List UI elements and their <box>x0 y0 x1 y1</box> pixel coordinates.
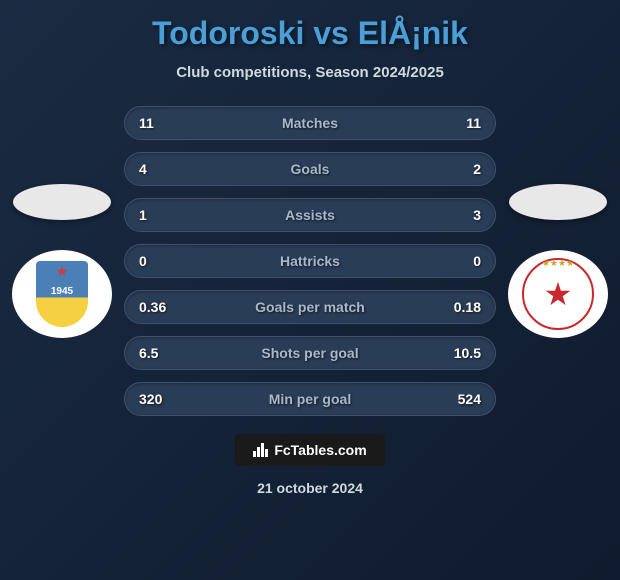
spartak-star-icon: ★ <box>56 263 69 280</box>
stat-right-value: 0.18 <box>441 299 481 315</box>
footer-area: FcTables.com 21 october 2024 <box>0 434 620 496</box>
stat-row-goals: 4 Goals 2 <box>124 152 496 186</box>
bar-chart-icon <box>253 443 268 457</box>
stat-label: Goals per match <box>255 299 365 315</box>
stat-right-value: 3 <box>441 207 481 223</box>
season-subtitle: Club competitions, Season 2024/2025 <box>0 64 620 81</box>
left-player-column: ★ 1945 <box>12 184 112 338</box>
date-text: 21 october 2024 <box>257 480 363 496</box>
left-player-avatar <box>13 184 111 220</box>
zvezda-circle-icon: ★★★★ ★ <box>522 258 594 330</box>
spartak-year: 1945 <box>51 286 73 297</box>
stat-right-value: 524 <box>441 391 481 407</box>
stat-label: Matches <box>282 115 338 131</box>
stat-row-matches: 11 Matches 11 <box>124 106 496 140</box>
stat-label: Goals <box>291 161 330 177</box>
stat-left-value: 11 <box>139 115 179 131</box>
stat-label: Shots per goal <box>261 345 358 361</box>
stat-label: Min per goal <box>269 391 351 407</box>
stat-label: Assists <box>285 207 335 223</box>
zvezda-top-stars-icon: ★★★★ <box>542 258 574 269</box>
spartak-shield-icon: ★ 1945 <box>36 261 88 327</box>
fctables-badge[interactable]: FcTables.com <box>235 434 384 466</box>
stat-row-goals-per-match: 0.36 Goals per match 0.18 <box>124 290 496 324</box>
stat-label: Hattricks <box>280 253 340 269</box>
stat-left-value: 4 <box>139 161 179 177</box>
stat-row-min-per-goal: 320 Min per goal 524 <box>124 382 496 416</box>
stat-left-value: 320 <box>139 391 179 407</box>
content-area: ★ 1945 11 Matches 11 4 Goals 2 1 Assists… <box>0 81 620 416</box>
fctables-brand-text: FcTables.com <box>274 442 366 458</box>
right-player-column: ★★★★ ★ <box>508 184 608 338</box>
left-club-badge: ★ 1945 <box>12 250 112 338</box>
stats-column: 11 Matches 11 4 Goals 2 1 Assists 3 0 Ha… <box>112 106 508 416</box>
stat-left-value: 0.36 <box>139 299 179 315</box>
right-club-badge: ★★★★ ★ <box>508 250 608 338</box>
stat-row-assists: 1 Assists 3 <box>124 198 496 232</box>
stat-right-value: 11 <box>441 115 481 131</box>
stat-right-value: 0 <box>441 253 481 269</box>
stat-left-value: 1 <box>139 207 179 223</box>
stat-left-value: 0 <box>139 253 179 269</box>
stat-row-hattricks: 0 Hattricks 0 <box>124 244 496 278</box>
stat-right-value: 10.5 <box>441 345 481 361</box>
comparison-title: Todoroski vs ElÅ¡nik <box>0 0 620 52</box>
stat-right-value: 2 <box>441 161 481 177</box>
zvezda-star-icon: ★ <box>544 275 573 313</box>
stat-row-shots-per-goal: 6.5 Shots per goal 10.5 <box>124 336 496 370</box>
stat-left-value: 6.5 <box>139 345 179 361</box>
right-player-avatar <box>509 184 607 220</box>
